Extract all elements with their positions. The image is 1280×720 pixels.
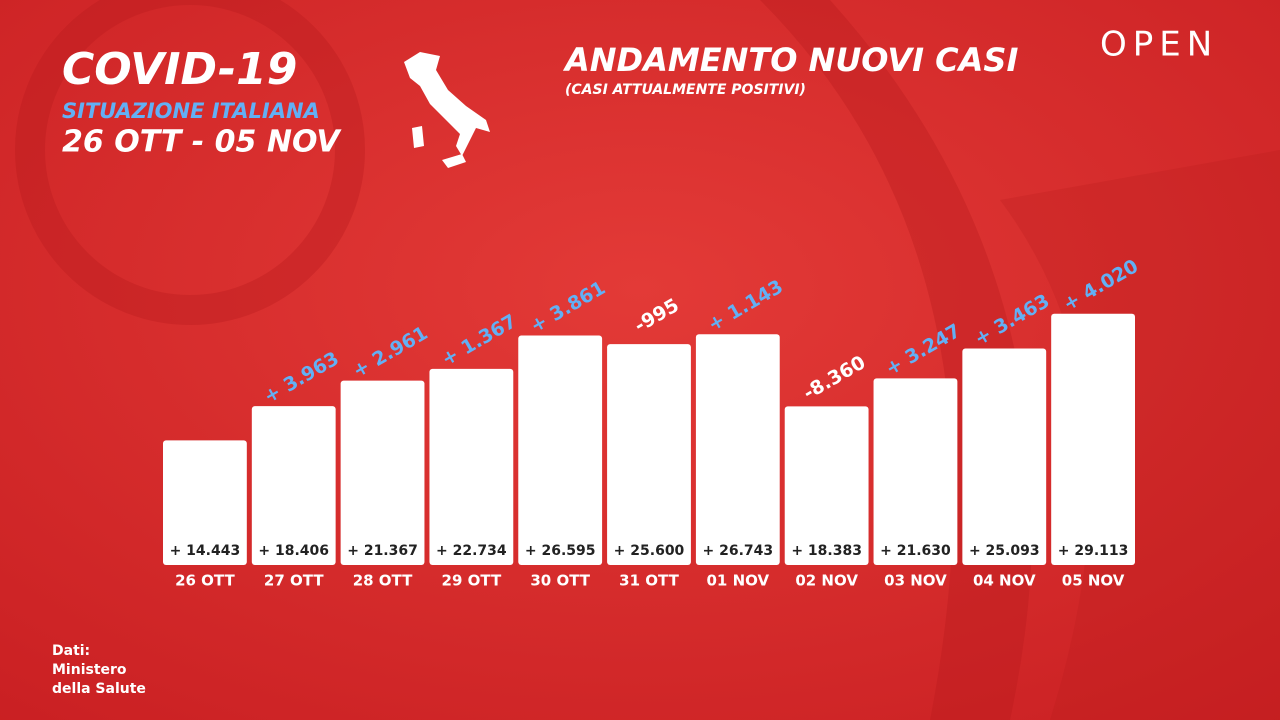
x-tick-label: 04 NOV [973, 572, 1036, 590]
bar [695, 334, 780, 565]
value-label: + 21.367 [347, 543, 418, 559]
bar [429, 368, 514, 565]
chart-subtitle: (CASI ATTUALMENTE POSITIVI) [565, 82, 806, 98]
x-tick-label: 02 NOV [795, 572, 858, 590]
bar [518, 335, 603, 565]
bar [163, 440, 247, 565]
header-period: 26 OTT - 05 NOV [62, 125, 342, 160]
italy-map [404, 52, 490, 168]
x-tick-label: 27 OTT [264, 572, 324, 590]
header-title: COVID-19 [62, 44, 297, 95]
value-label: + 22.734 [436, 543, 507, 559]
x-tick-label: 31 OTT [619, 572, 679, 590]
x-tick-label: 29 OTT [442, 572, 502, 590]
value-label: + 25.600 [614, 543, 685, 559]
bar [873, 378, 958, 565]
value-label: + 26.595 [525, 543, 596, 559]
value-label: + 21.630 [880, 543, 951, 559]
source-text: Dati: [52, 643, 90, 659]
header-subtitle: SITUAZIONE ITALIANA [62, 99, 320, 123]
x-tick-label: 28 OTT [353, 572, 413, 590]
source-text: Ministero [52, 662, 127, 678]
chart-title: ANDAMENTO NUOVI CASI [562, 41, 1018, 79]
value-label: + 14.443 [170, 543, 241, 559]
bar [251, 406, 336, 565]
source-text: della Salute [52, 681, 146, 697]
x-tick-label: 01 NOV [707, 572, 770, 590]
brand-logo: OPEN [1100, 25, 1218, 65]
x-tick-label: 30 OTT [530, 572, 590, 590]
value-label: + 18.383 [791, 543, 862, 559]
value-label: + 18.406 [258, 543, 329, 559]
value-label: + 25.093 [969, 543, 1040, 559]
bar [340, 380, 425, 565]
bar [607, 344, 691, 565]
bar [1051, 313, 1135, 565]
x-tick-label: 05 NOV [1062, 572, 1125, 590]
decoration [15, 0, 365, 325]
x-tick-label: 26 OTT [175, 572, 235, 590]
bar [962, 348, 1047, 565]
decoration [1000, 150, 1280, 720]
value-label: + 26.743 [702, 543, 773, 559]
x-tick-label: 03 NOV [884, 572, 947, 590]
bar [784, 406, 869, 565]
value-label: + 29.113 [1058, 543, 1129, 559]
